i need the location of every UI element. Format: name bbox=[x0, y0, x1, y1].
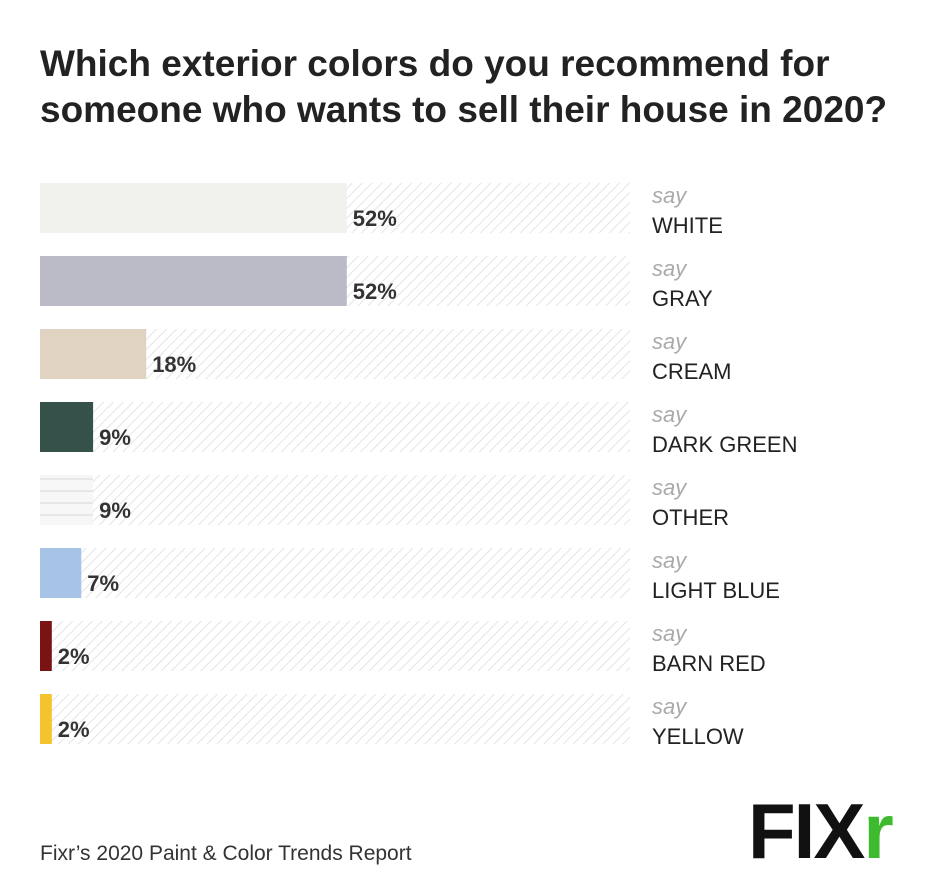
value-label: 52% bbox=[353, 279, 397, 304]
label-prefix: say bbox=[652, 694, 688, 719]
chart-title: Which exterior colors do you recommend f… bbox=[40, 43, 829, 84]
bar-track bbox=[40, 402, 630, 452]
category-label: DARK GREEN bbox=[652, 432, 797, 457]
label-prefix: say bbox=[652, 256, 688, 281]
bar-track bbox=[40, 475, 630, 525]
value-label: 7% bbox=[87, 571, 119, 596]
bar-track bbox=[40, 548, 630, 598]
logo-text: FIX bbox=[748, 787, 865, 875]
label-prefix: say bbox=[652, 548, 688, 573]
bar bbox=[40, 621, 52, 671]
value-label: 9% bbox=[99, 498, 131, 523]
label-prefix: say bbox=[652, 402, 688, 427]
value-label: 2% bbox=[58, 717, 90, 742]
category-label: BARN RED bbox=[652, 651, 766, 676]
value-label: 2% bbox=[58, 644, 90, 669]
category-label: GRAY bbox=[652, 286, 713, 311]
category-label: LIGHT BLUE bbox=[652, 578, 780, 603]
source: Fixr’s 2020 Paint & Color Trends Report bbox=[40, 842, 412, 865]
bar bbox=[40, 183, 347, 233]
bar bbox=[40, 402, 94, 452]
category-label: YELLOW bbox=[652, 724, 744, 749]
bar bbox=[40, 256, 347, 306]
bar bbox=[40, 329, 147, 379]
bar bbox=[40, 694, 52, 744]
value-label: 18% bbox=[152, 352, 196, 377]
chart-title: someone who wants to sell their house in… bbox=[40, 89, 887, 130]
category-label: CREAM bbox=[652, 359, 731, 384]
label-prefix: say bbox=[652, 621, 688, 646]
value-label: 9% bbox=[99, 425, 131, 450]
bar bbox=[40, 548, 82, 598]
category-label: OTHER bbox=[652, 505, 729, 530]
bar-track bbox=[40, 694, 630, 744]
bar-track bbox=[40, 621, 630, 671]
category-label: WHITE bbox=[652, 213, 723, 238]
label-prefix: say bbox=[652, 183, 688, 208]
logo-accent: r bbox=[863, 787, 893, 875]
value-label: 52% bbox=[353, 206, 397, 231]
logo: FIXr bbox=[748, 787, 893, 875]
label-prefix: say bbox=[652, 475, 688, 500]
bar bbox=[40, 475, 94, 525]
label-prefix: say bbox=[652, 329, 688, 354]
